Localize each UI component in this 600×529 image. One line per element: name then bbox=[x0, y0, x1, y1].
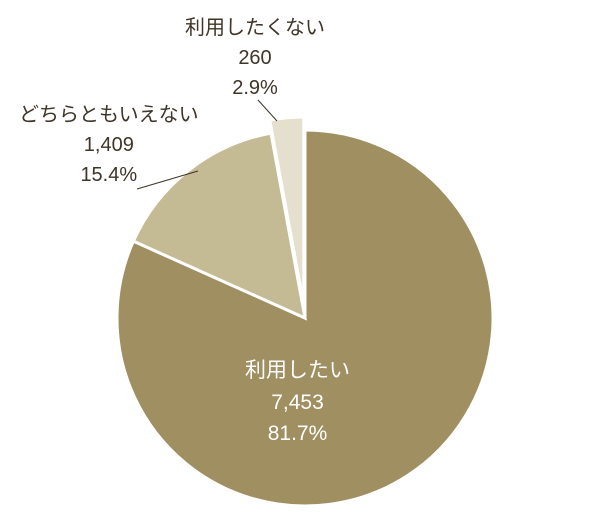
leader-line bbox=[258, 100, 277, 121]
slice-count: 7,453 bbox=[245, 387, 350, 419]
slice-count: 260 bbox=[185, 43, 325, 73]
slice-label-neutral: どちらともいえない 1,409 15.4% bbox=[19, 100, 199, 190]
slice-count: 1,409 bbox=[19, 130, 199, 160]
slice-title: どちらともいえない bbox=[19, 100, 199, 130]
slice-label-dont-want: 利用したくない 260 2.9% bbox=[185, 13, 325, 103]
slice-percent: 81.7% bbox=[245, 418, 350, 450]
slice-title: 利用したくない bbox=[185, 13, 325, 43]
slice-label-want-to-use: 利用したい 7,453 81.7% bbox=[245, 355, 350, 450]
slice-percent: 15.4% bbox=[19, 160, 199, 190]
slice-title: 利用したい bbox=[245, 355, 350, 387]
slice-percent: 2.9% bbox=[185, 73, 325, 103]
pie-chart: 利用したい 7,453 81.7% どちらともいえない 1,409 15.4% … bbox=[0, 0, 600, 529]
